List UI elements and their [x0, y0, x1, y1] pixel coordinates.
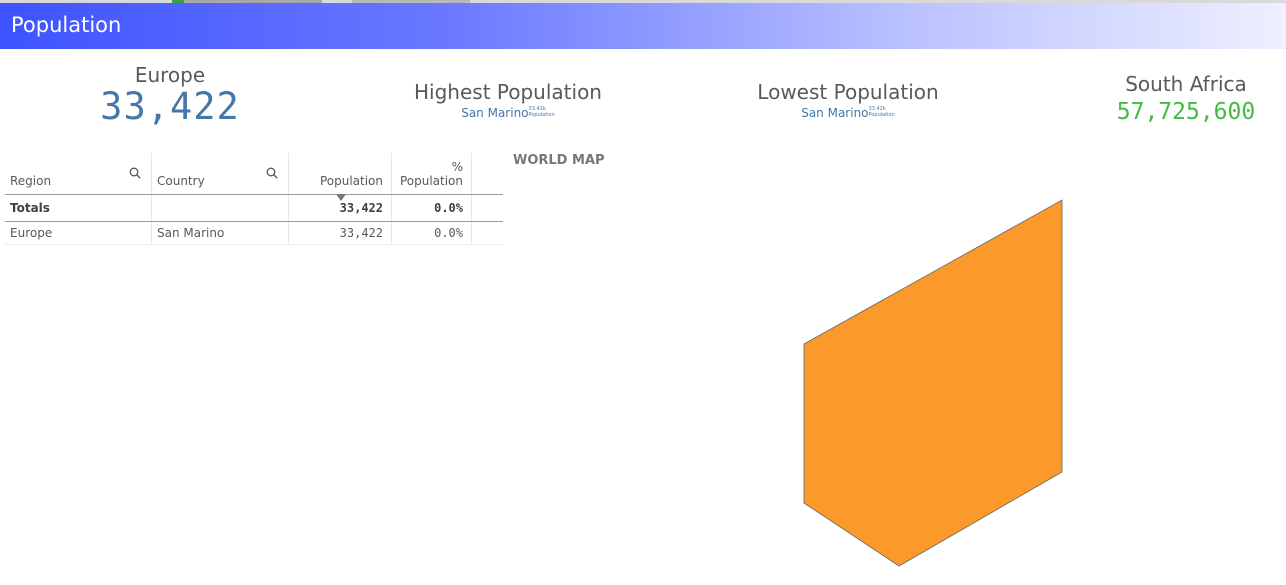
totals-pct-cell: 0.0%: [391, 194, 472, 222]
column-label: % Population: [400, 160, 463, 188]
kpi-value: 33,422: [100, 85, 240, 128]
cell-region[interactable]: Europe: [5, 221, 152, 245]
cell-text: 33,422: [339, 226, 383, 240]
totals-pct: 0.0%: [434, 201, 463, 215]
kpi-label: Highest Population: [414, 80, 602, 104]
kpi-country: San Marino: [461, 106, 529, 120]
kpi-value: 57,725,600: [1116, 99, 1256, 125]
column-header-pct-population[interactable]: % Population: [391, 153, 472, 195]
totals-row: Totals 33,422 0.0%: [5, 194, 503, 222]
totals-country-cell: [151, 194, 289, 222]
kpi-europe[interactable]: Europe 33,422: [60, 63, 280, 128]
browser-tab-strip: [0, 0, 1286, 3]
column-header-country[interactable]: Country: [151, 153, 289, 195]
kpi-highest-population[interactable]: Highest Population San Marino33.42k Popul…: [398, 80, 618, 120]
cell-text: San Marino: [157, 226, 225, 240]
kpi-tiny-value: 33.42k: [868, 106, 886, 112]
search-icon[interactable]: [129, 167, 141, 179]
kpi-label: Lowest Population: [757, 80, 939, 104]
map-region-san-marino[interactable]: [803, 199, 1063, 567]
sort-desc-icon: [336, 194, 346, 201]
spacer-cell: [471, 221, 503, 245]
column-label: Region: [10, 174, 52, 188]
kpi-sub-line: San Marino33.42k Population: [398, 106, 618, 120]
kpi-label: South Africa: [1125, 72, 1247, 96]
kpi-lowest-population[interactable]: Lowest Population San Marino33.42k Popula…: [738, 80, 958, 120]
spacer-cell: [471, 194, 503, 222]
cell-country[interactable]: San Marino: [151, 221, 289, 245]
cell-text: Europe: [10, 226, 53, 240]
cell-pct: 0.0%: [391, 221, 472, 245]
kpi-tiny-value: 33.42k: [528, 106, 546, 112]
table-row[interactable]: Europe San Marino 33,422 0.0%: [5, 221, 503, 245]
population-table: Region Country Population % Population To…: [5, 153, 503, 245]
kpi-tiny-label: Population: [528, 112, 555, 118]
cell-text: 0.0%: [434, 226, 463, 240]
column-header-population[interactable]: Population: [288, 153, 392, 201]
column-header-region[interactable]: Region: [5, 153, 152, 195]
column-label: Country: [157, 174, 205, 188]
tab-indicator: [184, 0, 322, 3]
tab-indicator-green: [172, 0, 184, 3]
totals-label-cell: Totals: [5, 194, 152, 222]
kpi-sub-line: San Marino33.42k Population: [738, 106, 958, 120]
column-header-spacer: [471, 153, 503, 195]
sheet-title: Population: [11, 13, 122, 37]
kpi-south-africa[interactable]: South Africa 57,725,600: [1086, 72, 1286, 125]
kpi-country: San Marino: [801, 106, 869, 120]
map-title: WORLD MAP: [513, 153, 605, 168]
column-label-text: Population: [399, 174, 463, 188]
search-icon[interactable]: [266, 167, 278, 179]
kpi-tiny-label: Population: [868, 112, 895, 118]
column-label: Population: [319, 174, 383, 188]
sheet-title-bar: Population: [0, 3, 1286, 49]
column-label-symbol: %: [451, 160, 463, 174]
world-map[interactable]: [790, 195, 1080, 575]
totals-population: 33,422: [339, 201, 383, 215]
totals-label: Totals: [10, 201, 50, 215]
tab-indicator: [352, 0, 470, 3]
cell-population: 33,422: [288, 221, 392, 245]
kpi-label: Europe: [134, 63, 206, 87]
